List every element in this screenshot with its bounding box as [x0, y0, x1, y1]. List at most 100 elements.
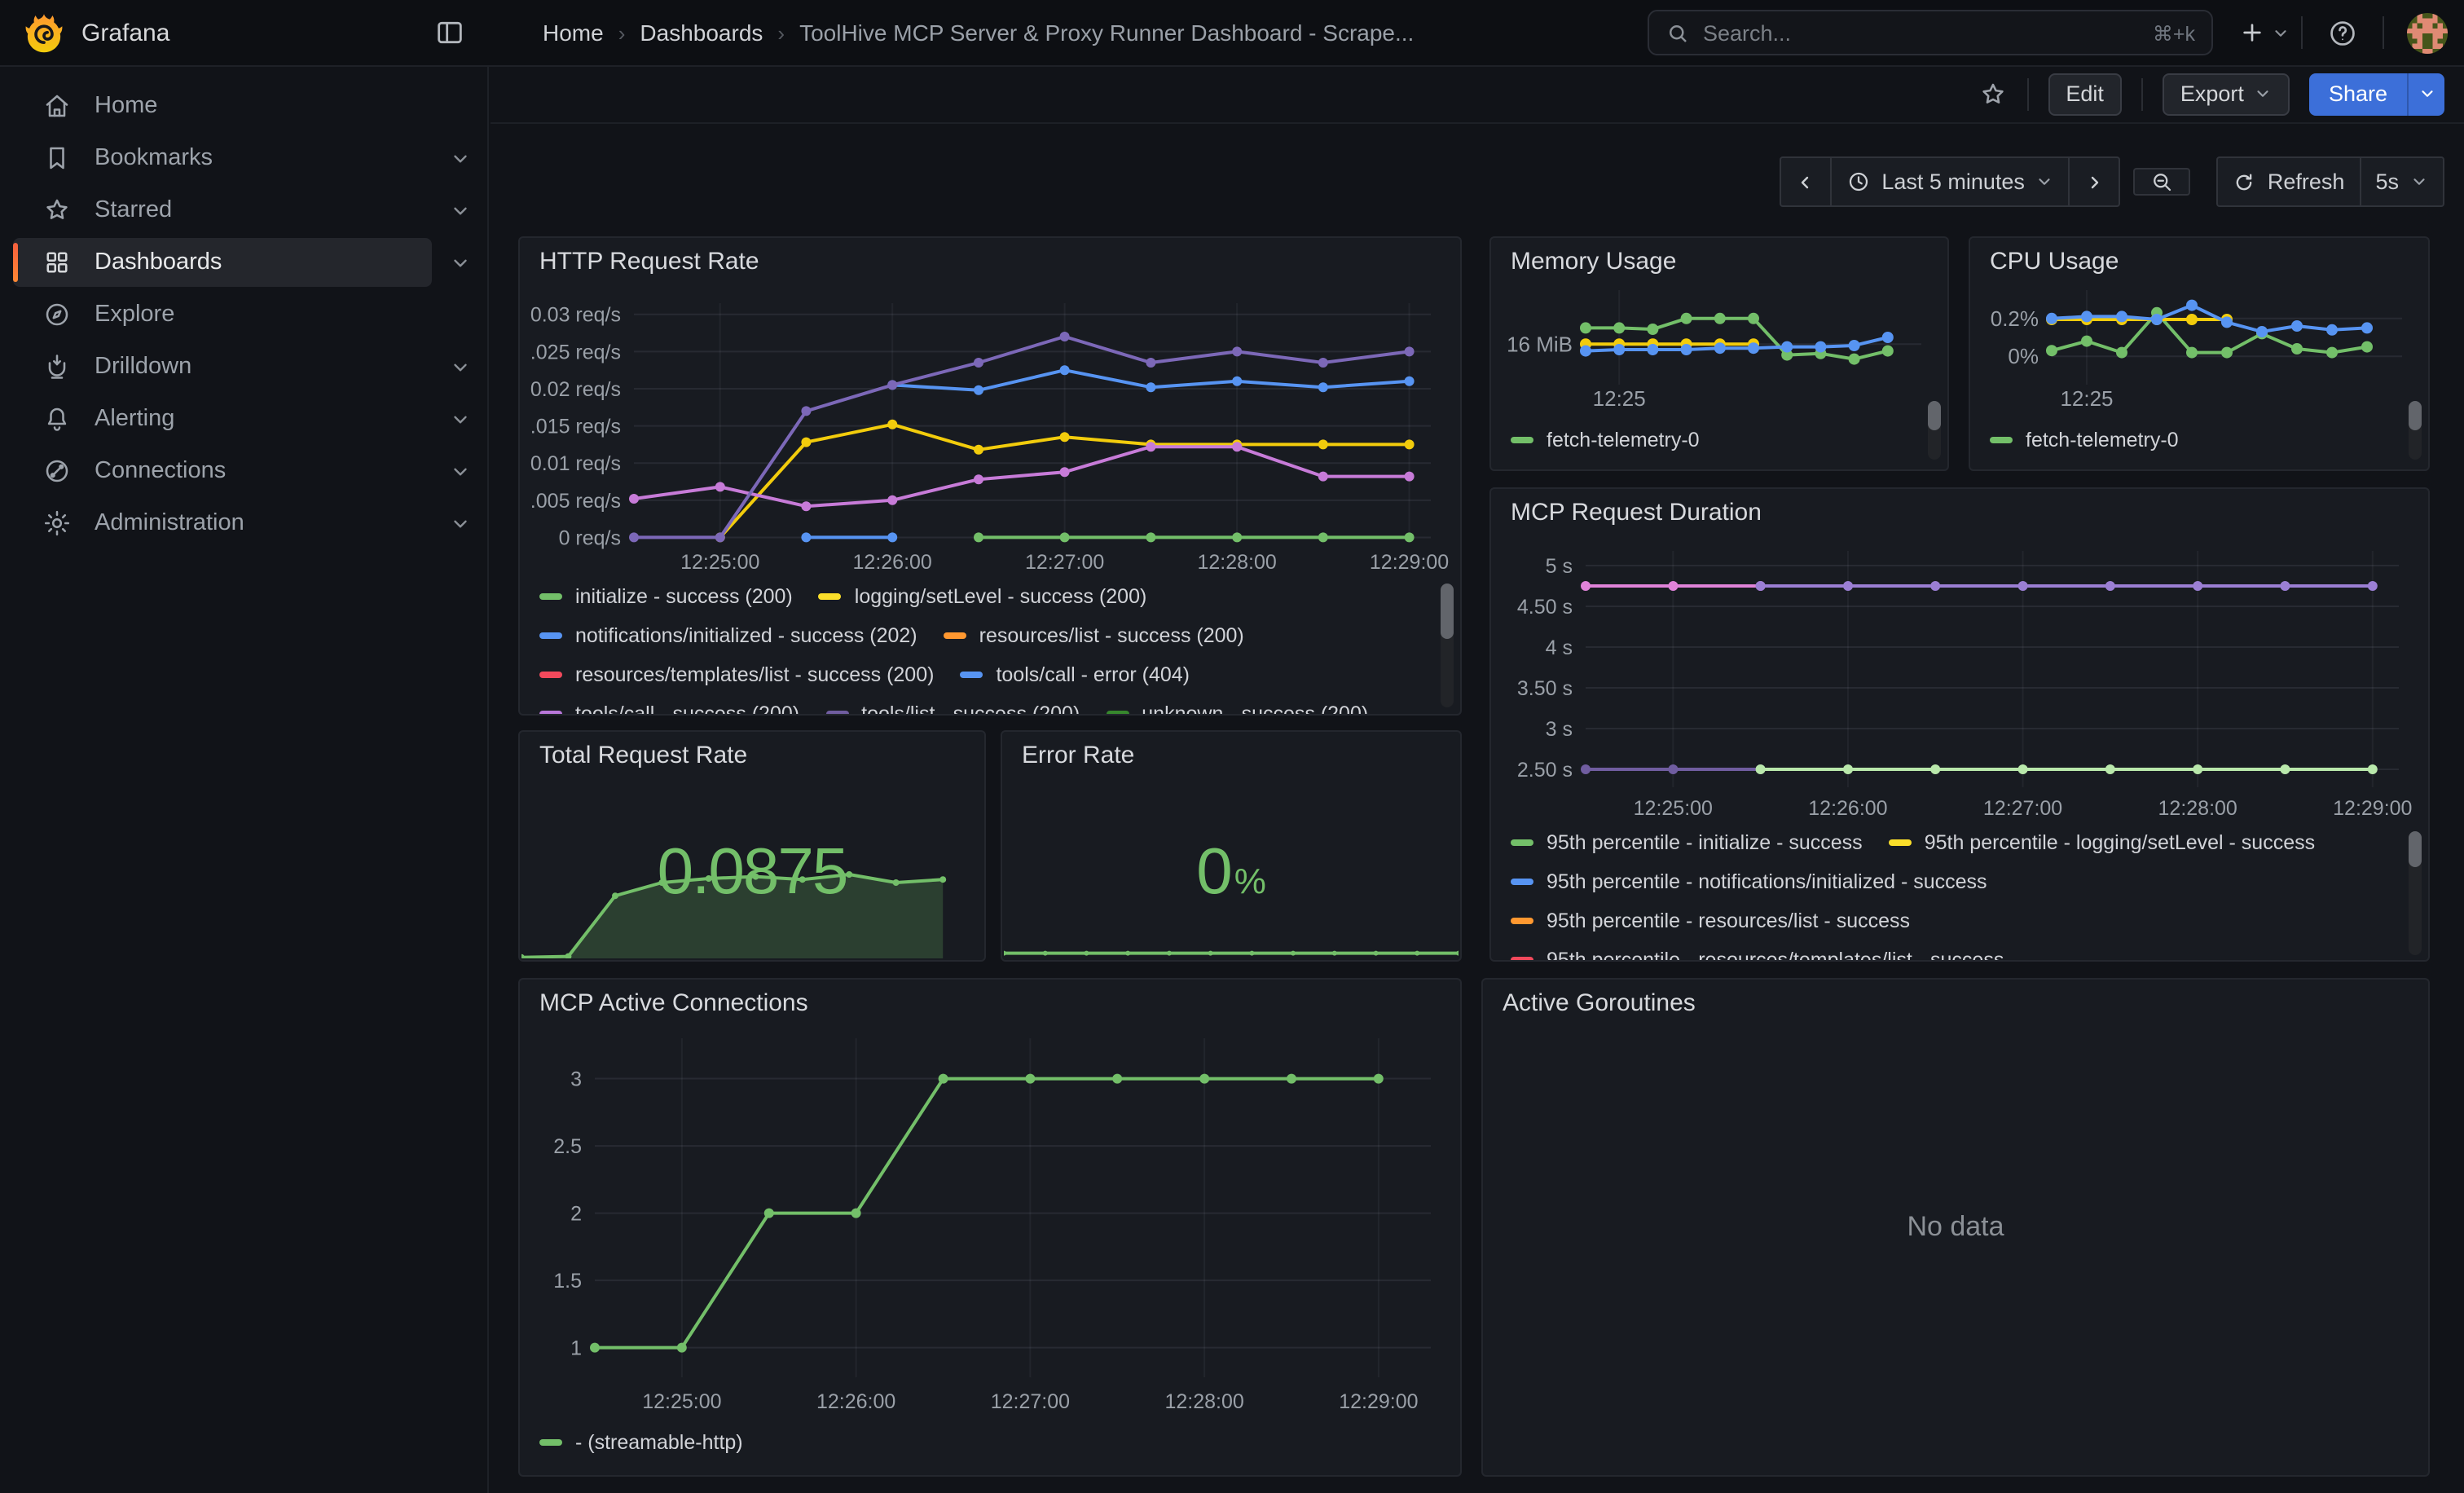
legend-item[interactable]: - (streamable-http)	[539, 1431, 743, 1454]
total-request-rate-sparkline[interactable]	[521, 854, 983, 958]
refresh-icon	[2237, 173, 2253, 190]
share-menu-button[interactable]	[2407, 73, 2444, 115]
divider	[2301, 16, 2303, 49]
legend-label: fetch-telemetry-0	[2026, 429, 2179, 451]
grafana-logo-icon[interactable]	[23, 11, 65, 54]
svg-text:12:26:00: 12:26:00	[816, 1390, 895, 1413]
chevron-down-icon[interactable]	[432, 356, 487, 377]
time-shift-forward-button[interactable]	[2068, 156, 2121, 207]
svg-text:0.2%: 0.2%	[1991, 306, 2039, 331]
refresh-button[interactable]: Refresh	[2216, 156, 2361, 207]
legend-item[interactable]: notifications/initialized - success (202…	[539, 624, 917, 647]
breadcrumb: Home › Dashboards › ToolHive MCP Server …	[543, 20, 1414, 46]
mcp-active-connections-chart[interactable]: 12:25:00 12:26:00 12:27:00 12:28:00 12:29:00…	[530, 1022, 1450, 1416]
legend-item[interactable]: 95th percentile - resources/templates/li…	[1511, 949, 2004, 960]
sidebar-item-home[interactable]: Home	[13, 81, 487, 130]
panel-title[interactable]: MCP Request Duration	[1511, 499, 1762, 526]
legend-item[interactable]: 95th percentile - logging/setLevel - suc…	[1888, 831, 2315, 854]
legend-item[interactable]: resources/list - success (200)	[943, 624, 1244, 647]
legend-scrollbar[interactable]	[1928, 401, 1941, 460]
sidebar-menu: Home Bookmarks Starred Dashboards Explore Dri…	[0, 65, 489, 1493]
legend-item[interactable]: 95th percentile - initialize - success	[1511, 831, 1863, 854]
panel-title[interactable]: Memory Usage	[1511, 248, 1677, 275]
chevron-down-icon[interactable]	[432, 460, 487, 482]
legend-item[interactable]: unknown - success (200)	[1106, 702, 1368, 714]
legend-item[interactable]: logging/setLevel - success (200)	[818, 585, 1147, 608]
sidebar-item-bookmarks[interactable]: Bookmarks	[13, 134, 487, 183]
share-button[interactable]: Share	[2308, 73, 2407, 115]
breadcrumb-separator: ›	[618, 20, 626, 45]
legend-item[interactable]: fetch-telemetry-0	[1511, 429, 1700, 451]
export-button[interactable]: Export	[2162, 73, 2290, 115]
legend-scrollbar[interactable]	[2409, 831, 2422, 955]
legend-item[interactable]: resources/templates/list - success (200)	[539, 663, 934, 686]
panel-title[interactable]: Active Goroutines	[1503, 989, 1696, 1017]
chevron-down-icon[interactable]	[432, 513, 487, 534]
legend: - (streamable-http)	[539, 1423, 1441, 1475]
breadcrumb-home[interactable]: Home	[543, 20, 604, 46]
favorite-star-icon[interactable]	[1978, 79, 2007, 108]
svg-text:2: 2	[570, 1203, 582, 1226]
mcp-request-duration-chart[interactable]: 12:25:00 12:26:00 12:27:00 12:28:00 12:29:00…	[1501, 531, 2418, 823]
svg-text:4 s: 4 s	[1546, 636, 1573, 659]
svg-text:12:29:00: 12:29:00	[1370, 551, 1449, 574]
help-icon[interactable]	[2327, 17, 2358, 48]
legend-scrollbar[interactable]	[1441, 584, 1454, 707]
avatar[interactable]	[2407, 12, 2448, 53]
edit-button[interactable]: Edit	[2048, 73, 2122, 115]
svg-text:16 MiB: 16 MiB	[1507, 332, 1573, 356]
chevron-down-icon[interactable]	[432, 252, 487, 273]
legend-label: logging/setLevel - success (200)	[854, 585, 1147, 608]
time-range-picker[interactable]: Last 5 minutes	[1829, 156, 2070, 207]
panel-title[interactable]: CPU Usage	[1990, 248, 2119, 275]
sidebar-item-alerting[interactable]: Alerting	[13, 394, 487, 443]
sidebar-item-explore[interactable]: Explore	[13, 290, 487, 339]
search-input[interactable]: Search... ⌘+k	[1648, 10, 2213, 55]
sidebar-toggle-icon[interactable]	[433, 16, 466, 49]
panel-title[interactable]: MCP Active Connections	[539, 989, 808, 1017]
panel-title[interactable]: Error Rate	[1022, 742, 1135, 769]
breadcrumb-dashboards[interactable]: Dashboards	[640, 20, 763, 46]
chevron-down-icon[interactable]	[432, 148, 487, 169]
chevron-down-icon	[2413, 178, 2425, 185]
zoom-out-button[interactable]	[2133, 168, 2191, 196]
search-shortcut: ⌘+k	[2152, 22, 2195, 45]
legend-item[interactable]: 95th percentile - resources/list - succe…	[1511, 909, 1910, 932]
sidebar-item-starred[interactable]: Starred	[13, 186, 487, 235]
panel-title[interactable]: HTTP Request Rate	[539, 248, 759, 275]
legend-label: 95th percentile - initialize - success	[1547, 831, 1863, 854]
panel-title[interactable]: Total Request Rate	[539, 742, 748, 769]
divider	[2383, 16, 2384, 49]
svg-text:12:27:00: 12:27:00	[991, 1390, 1070, 1413]
sidebar-item-connections[interactable]: Connections	[13, 447, 487, 495]
dashboard-toolbar: Edit Export Share	[491, 65, 2464, 124]
chevron-down-icon[interactable]	[432, 408, 487, 429]
cpu-usage-chart[interactable]: 12:25 0.2% 0%	[1977, 277, 2422, 414]
legend-item[interactable]: fetch-telemetry-0	[1990, 429, 2179, 451]
sidebar-item-label: Connections	[95, 458, 227, 484]
legend: initialize - success (200) logging/setLev…	[539, 577, 1441, 714]
panel-mcp-active-connections: MCP Active Connections 12:25:00 12:26:00 1…	[518, 978, 1462, 1477]
http-request-rate-chart[interactable]: 12:25:00 12:26:00 12:27:00 12:28:00 12:29:00…	[530, 284, 1450, 577]
legend-item[interactable]: tools/call - error (404)	[960, 663, 1190, 686]
time-shift-back-button[interactable]	[1779, 156, 1832, 207]
memory-usage-chart[interactable]: 12:25 16 MiB	[1498, 277, 1941, 414]
sidebar-item-administration[interactable]: Administration	[13, 499, 487, 548]
refresh-interval-select[interactable]: 5s	[2359, 156, 2444, 207]
sidebar-item-drilldown[interactable]: Drilldown	[13, 342, 487, 391]
error-rate-sparkline[interactable]	[1004, 937, 1459, 957]
svg-text:12:25:00: 12:25:00	[642, 1390, 721, 1413]
svg-text:12:25: 12:25	[1593, 386, 1646, 411]
legend-item[interactable]: tools/call - success (200)	[539, 702, 799, 714]
new-menu-button[interactable]	[2239, 20, 2290, 46]
svg-text:1.5: 1.5	[553, 1270, 582, 1293]
legend-item[interactable]: 95th percentile - notifications/initiali…	[1511, 870, 1987, 893]
legend-scrollbar[interactable]	[2409, 401, 2422, 460]
stat-value: 0%	[1196, 836, 1266, 908]
chevron-down-icon[interactable]	[432, 200, 487, 221]
legend-item[interactable]: tools/list - success (200)	[825, 702, 1080, 714]
legend-item[interactable]: initialize - success (200)	[539, 585, 793, 608]
sidebar-item-dashboards[interactable]: Dashboards	[13, 238, 487, 287]
svg-text:12:26:00: 12:26:00	[853, 551, 932, 574]
